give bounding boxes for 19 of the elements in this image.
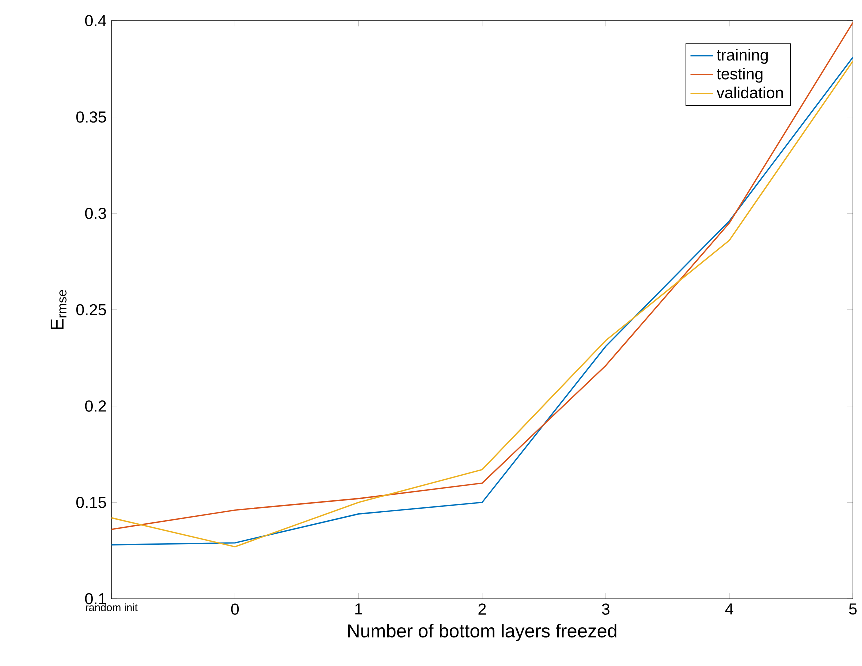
legend-label: training <box>716 49 768 64</box>
y-tick-label: 0.2 <box>85 400 106 412</box>
x-tick-label: 1 <box>356 604 362 615</box>
x-tick-label: 4 <box>726 604 734 615</box>
y-tick-label: 0.35 <box>76 112 106 124</box>
y-tick-label: 0.4 <box>85 15 106 27</box>
x-tick-label: 3 <box>602 604 610 616</box>
legend-label: validation <box>716 87 784 99</box>
x-tick-label: random init <box>86 604 138 612</box>
y-axis-title: E$_{rmse}$ <box>50 290 67 330</box>
y-tick-label: 0.1 <box>85 593 106 605</box>
x-tick-label: 5 <box>849 604 857 615</box>
x-axis-title: Number of bottom layers freezed <box>348 624 617 642</box>
y-tick-label: 0.25 <box>76 304 106 316</box>
x-tick-label: 0 <box>231 604 240 616</box>
x-tick-label: 2 <box>478 604 486 615</box>
y-tick-label: 0.15 <box>76 497 106 508</box>
legend-label: testing <box>716 68 763 84</box>
y-tick-label: 0.3 <box>85 208 106 220</box>
